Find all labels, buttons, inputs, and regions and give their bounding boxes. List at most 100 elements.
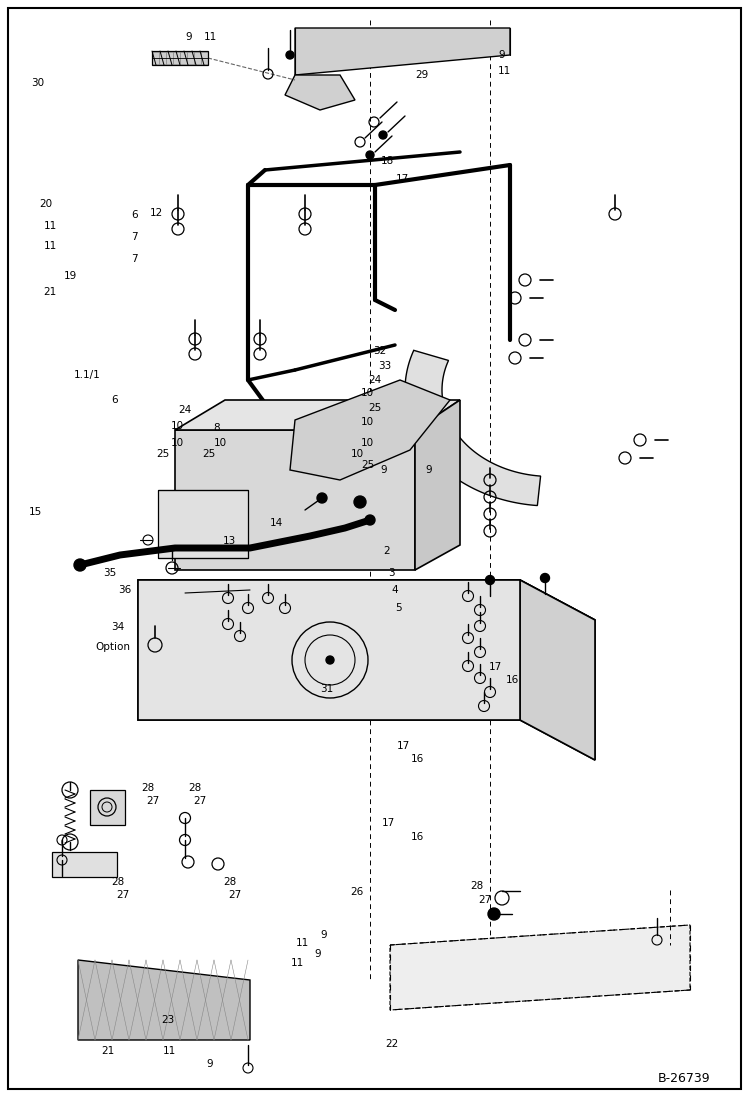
- Text: 27: 27: [478, 894, 491, 905]
- Text: 9: 9: [425, 464, 432, 475]
- Polygon shape: [201, 52, 208, 64]
- Text: 10: 10: [171, 438, 184, 449]
- Bar: [152, 50, 208, 65]
- Text: 21: 21: [101, 1045, 115, 1056]
- Circle shape: [541, 574, 550, 583]
- Text: 16: 16: [506, 675, 519, 686]
- Text: 11: 11: [163, 1045, 177, 1056]
- Circle shape: [74, 559, 86, 572]
- Polygon shape: [415, 400, 460, 570]
- Text: 10: 10: [361, 387, 374, 398]
- Polygon shape: [405, 350, 541, 506]
- Text: 17: 17: [395, 173, 409, 184]
- Polygon shape: [180, 52, 187, 64]
- Text: 28: 28: [470, 881, 484, 892]
- Text: 23: 23: [161, 1015, 175, 1026]
- Polygon shape: [159, 52, 166, 64]
- Text: 15: 15: [28, 507, 42, 518]
- Text: 33: 33: [378, 361, 392, 372]
- Text: 27: 27: [146, 795, 160, 806]
- Circle shape: [488, 908, 500, 920]
- Circle shape: [365, 514, 375, 525]
- Text: 25: 25: [202, 449, 216, 460]
- Text: 21: 21: [43, 286, 57, 297]
- Text: 16: 16: [410, 832, 424, 842]
- Polygon shape: [158, 490, 248, 558]
- Polygon shape: [187, 52, 194, 64]
- Text: 16: 16: [410, 754, 424, 765]
- Text: 7: 7: [131, 253, 138, 264]
- Polygon shape: [166, 52, 173, 64]
- Text: 9: 9: [315, 949, 321, 960]
- Text: 10: 10: [171, 420, 184, 431]
- Text: 9: 9: [498, 49, 505, 60]
- Text: 14: 14: [270, 518, 283, 529]
- Polygon shape: [390, 925, 690, 1010]
- Polygon shape: [520, 580, 595, 760]
- Text: 12: 12: [150, 207, 163, 218]
- Text: 11: 11: [291, 958, 304, 969]
- Text: 17: 17: [397, 740, 410, 751]
- Text: 18: 18: [380, 156, 394, 167]
- Text: 26: 26: [351, 886, 364, 897]
- Bar: [90, 790, 125, 825]
- Text: 9: 9: [206, 1059, 213, 1070]
- Circle shape: [485, 576, 494, 585]
- Text: 28: 28: [189, 782, 202, 793]
- Polygon shape: [138, 580, 595, 620]
- Text: 11: 11: [43, 240, 57, 251]
- Circle shape: [379, 131, 387, 139]
- Text: 1.1/1: 1.1/1: [73, 370, 100, 381]
- Text: 3: 3: [388, 567, 395, 578]
- Text: 11: 11: [43, 220, 57, 231]
- Text: 11: 11: [204, 32, 217, 43]
- Text: 28: 28: [223, 877, 237, 887]
- Text: 6: 6: [131, 210, 138, 220]
- Circle shape: [366, 151, 374, 159]
- Text: 5: 5: [395, 602, 402, 613]
- Text: Option: Option: [96, 642, 131, 653]
- Bar: [52, 852, 117, 877]
- Text: 34: 34: [111, 622, 124, 633]
- Text: 24: 24: [178, 405, 192, 416]
- Text: 35: 35: [103, 567, 117, 578]
- Text: 6: 6: [111, 395, 118, 406]
- Text: 9: 9: [380, 464, 387, 475]
- Text: 10: 10: [213, 438, 227, 449]
- Text: B-26739: B-26739: [658, 1072, 710, 1085]
- Circle shape: [286, 50, 294, 59]
- Polygon shape: [295, 29, 510, 75]
- Text: 13: 13: [223, 535, 237, 546]
- Circle shape: [354, 496, 366, 508]
- Text: 25: 25: [369, 403, 382, 414]
- Text: 24: 24: [369, 374, 382, 385]
- Polygon shape: [175, 400, 460, 430]
- Text: 27: 27: [116, 890, 130, 901]
- Text: 25: 25: [361, 460, 374, 471]
- Polygon shape: [138, 580, 520, 720]
- Polygon shape: [175, 430, 415, 570]
- Text: 9: 9: [321, 929, 327, 940]
- Text: 25: 25: [156, 449, 169, 460]
- Circle shape: [317, 493, 327, 504]
- Text: 30: 30: [31, 78, 45, 89]
- Text: 17: 17: [382, 817, 395, 828]
- Text: 11: 11: [296, 938, 309, 949]
- Text: 19: 19: [64, 271, 77, 282]
- Polygon shape: [78, 960, 250, 1040]
- Text: 22: 22: [386, 1039, 399, 1050]
- Text: 2: 2: [383, 545, 390, 556]
- Text: 7: 7: [131, 231, 138, 242]
- Polygon shape: [138, 580, 595, 760]
- Polygon shape: [152, 52, 159, 64]
- Polygon shape: [173, 52, 180, 64]
- Text: 28: 28: [111, 877, 124, 887]
- Text: 9: 9: [186, 32, 192, 43]
- Text: 31: 31: [321, 683, 334, 694]
- Polygon shape: [194, 52, 201, 64]
- Text: 28: 28: [141, 782, 154, 793]
- Text: 27: 27: [193, 795, 207, 806]
- Text: 4: 4: [391, 585, 398, 596]
- Text: 36: 36: [118, 585, 132, 596]
- Polygon shape: [290, 380, 450, 480]
